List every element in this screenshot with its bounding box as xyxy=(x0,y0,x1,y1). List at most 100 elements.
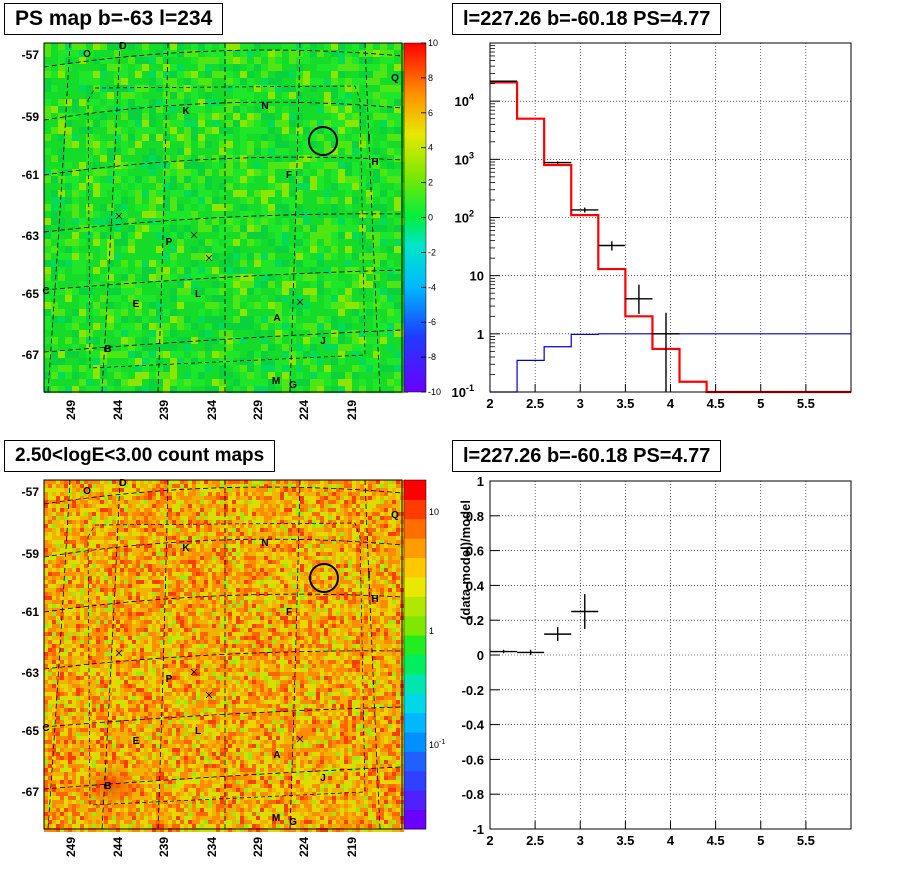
residual-point xyxy=(571,594,599,629)
source-label-A: A xyxy=(273,313,280,324)
source-label-B: B xyxy=(104,344,111,355)
y-tick-label: -0.8 xyxy=(462,787,484,802)
source-label-A: A xyxy=(273,750,280,761)
grid-line xyxy=(43,101,403,121)
data-point xyxy=(490,80,518,82)
count-map-panel: O D Q K N I H F P C E L A J B M G -57 -59 -61 -63 -65 -67 249… xyxy=(22,478,446,857)
source-cross-marker xyxy=(296,735,304,743)
ps-map-title: PS map b=-63 l=234 xyxy=(4,3,224,35)
colorbar-block xyxy=(404,673,426,694)
exponent: -1 xyxy=(439,739,445,746)
source-label-C: C xyxy=(42,286,49,297)
survey-boundary xyxy=(87,85,366,369)
colorbar-block xyxy=(404,809,426,830)
source-label-I: I xyxy=(368,133,371,144)
grid-line xyxy=(43,538,403,558)
y-tick-label: 103 xyxy=(455,150,474,167)
colorbar-block xyxy=(404,654,426,675)
map-x-tick-label: 244 xyxy=(111,400,125,420)
count-colorbar xyxy=(403,479,427,830)
source-cross-marker xyxy=(115,649,123,657)
y-tick-label: 0 xyxy=(477,648,484,663)
y-tick-label: 1 xyxy=(477,327,484,342)
map-y-tick-label: -63 xyxy=(22,666,40,680)
map-x-tick-label: 244 xyxy=(111,837,125,857)
data-point xyxy=(598,241,626,251)
colorbar-block xyxy=(404,615,426,636)
component-histogram xyxy=(490,333,851,393)
x-tick-label: 3 xyxy=(577,396,584,411)
source-label-E: E xyxy=(133,299,140,310)
map-y-tick-label: -67 xyxy=(22,785,40,799)
colorbar-block xyxy=(404,635,426,655)
colorbar-block xyxy=(404,557,426,578)
x-tick-label: 5 xyxy=(757,833,764,848)
source-cross-marker xyxy=(205,691,213,699)
source-label-E: E xyxy=(133,736,140,747)
residual-title: l=227.26 b=-60.18 PS=4.77 xyxy=(452,440,722,472)
grid-line xyxy=(43,593,403,613)
model-histogram xyxy=(490,81,851,394)
source-label-Q: Q xyxy=(391,510,399,521)
count-map-hotspot xyxy=(82,763,138,807)
source-label-J: J xyxy=(320,773,326,784)
source-cross-marker xyxy=(296,298,304,306)
map-y-tick-label: -61 xyxy=(22,168,40,182)
map-x-tick-label: 234 xyxy=(205,400,219,420)
ps-map-highlight-circle xyxy=(308,126,338,156)
grid-line xyxy=(43,156,403,176)
source-label-P: P xyxy=(166,674,173,685)
colorbar-tick-label: 2 xyxy=(428,178,433,188)
spectrum-series xyxy=(490,80,851,394)
count-colorbar-tick-label: 1 xyxy=(429,626,434,636)
map-y-tick-label: -57 xyxy=(22,48,40,62)
y-tick-label: -1 xyxy=(472,822,484,837)
y-tick-label: 0.8 xyxy=(466,509,484,524)
spectrum-grid xyxy=(490,43,851,392)
grid-line xyxy=(43,486,403,505)
map-y-tick-label: -65 xyxy=(22,287,40,301)
x-tick-label: 4 xyxy=(667,396,675,411)
residual-panel: 1 0.8 0.6 0.4 0.2 0 -0.2 -0.4 -0.6 -0.8 -12 2.5 3 3.5… xyxy=(458,474,852,848)
ps-map-noise xyxy=(44,43,408,393)
x-tick-label: 5.5 xyxy=(797,396,815,411)
map-x-tick-label: 234 xyxy=(205,837,219,857)
data-point xyxy=(652,312,680,392)
grid-line xyxy=(43,213,403,233)
source-label-L: L xyxy=(195,726,201,737)
ps-map-coordinate-grid xyxy=(43,42,403,393)
map-x-tick-label: 229 xyxy=(251,400,265,420)
source-label-M: M xyxy=(272,813,280,824)
colorbar-block xyxy=(404,790,426,811)
x-tick-label: 3.5 xyxy=(616,396,634,411)
ps-map-x-tick-labels: 249 244 239 234 229 224 219 xyxy=(64,400,359,420)
grid-line xyxy=(43,766,403,790)
map-y-tick-label: -67 xyxy=(22,348,40,362)
y-tick-label: 104 xyxy=(455,92,474,109)
source-label-I: I xyxy=(368,570,371,581)
y-tick-label: 1 xyxy=(477,474,484,489)
ps-map-panel: O D Q K N I H F P C E L A J B M G -57 -59 -61 -63 -65 -67 249… xyxy=(22,38,441,420)
source-label-M: M xyxy=(272,376,280,387)
source-cross-marker xyxy=(190,668,198,676)
source-label-H: H xyxy=(371,594,378,605)
exponent: 4 xyxy=(469,92,474,102)
y-tick-label: -0.2 xyxy=(462,683,484,698)
ps-map-y-tick-labels: -57 -59 -61 -63 -65 -67 xyxy=(22,48,40,362)
y-tick-label: 0.4 xyxy=(466,578,485,593)
map-y-tick-label: -57 xyxy=(22,485,40,499)
map-x-tick-label: 224 xyxy=(297,400,311,420)
colorbar-block xyxy=(404,538,426,559)
colorbar-tick-label: -6 xyxy=(428,317,436,327)
colorbar-block xyxy=(404,712,426,733)
residual-axes: 1 0.8 0.6 0.4 0.2 0 -0.2 -0.4 -0.6 -0.8 -12 2.5 3 3.5… xyxy=(462,474,815,848)
map-y-tick-label: -59 xyxy=(22,547,40,561)
count-map-noise xyxy=(44,480,404,832)
grid-line xyxy=(43,49,403,68)
grid-line xyxy=(43,650,403,670)
count-map-x-tick-labels: 249 244 239 234 229 224 219 xyxy=(64,837,359,857)
residual-point xyxy=(490,649,518,654)
count-colorbar-tick-label: 10 xyxy=(429,507,439,517)
colorbar-block xyxy=(404,596,426,617)
map-x-tick-label: 239 xyxy=(157,400,171,420)
